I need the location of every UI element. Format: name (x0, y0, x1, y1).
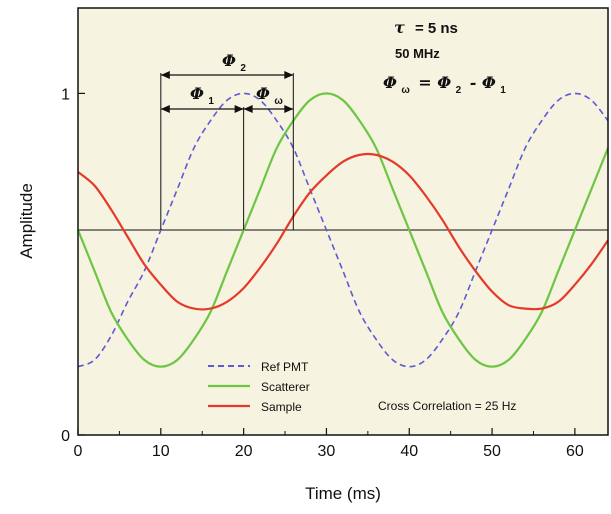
series-line-ref-pmt (77, 92, 609, 368)
phase-eq-lhs: Φ (383, 73, 397, 92)
legend-label-ref-pmt: Ref PMT (261, 360, 309, 374)
series-layer (76, 92, 610, 368)
legend: Ref PMT Scatterer Sample (208, 360, 310, 414)
phi2-symbol: Φ (222, 51, 236, 70)
x-axis-title: Time (ms) (305, 484, 381, 503)
phi1-symbol: Φ (190, 84, 204, 103)
tau-symbol: τ (394, 18, 405, 37)
series-line-sample (77, 152, 609, 311)
tau-value: = 5 ns (415, 20, 458, 37)
phiw-label: Φ ω (256, 84, 283, 107)
plot-background (78, 8, 608, 435)
plot-frame (77, 7, 609, 436)
axis-layer: 0 10 20 30 40 50 60 0 1 (61, 86, 584, 460)
legend-label-scatterer: Scatterer (261, 380, 310, 394)
phase-eq-mid: = Φ (418, 73, 451, 92)
phase-eq-mid-sub: 2 (456, 85, 462, 96)
x-tick-label-40: 40 (400, 443, 418, 460)
phase-eq-minus: - Φ (470, 73, 496, 92)
x-tick-label-30: 30 (318, 443, 336, 460)
x-tick-label-50: 50 (483, 443, 501, 460)
phi1-label: Φ 1 (190, 84, 214, 107)
x-tick-label-10: 10 (152, 443, 170, 460)
phi2-arrow-head-left (160, 71, 170, 79)
phiw-arrow-head-right (284, 105, 294, 113)
phase-eq-lhs-sub: ω (401, 85, 410, 96)
phase-equation: Φ ω = Φ 2 - Φ 1 (383, 73, 506, 97)
phi2-label: Φ 2 (222, 51, 246, 74)
frequency-annotation: 50 MHz (395, 46, 440, 61)
series-line-scatterer (76, 92, 610, 368)
phi1-arrow-head-left (160, 105, 170, 113)
phiw-sub: ω (274, 96, 283, 107)
y-tick-label-1: 1 (61, 86, 70, 103)
annotation-layer (160, 71, 294, 231)
phase-eq-minus-sub: 1 (500, 85, 506, 96)
legend-label-sample: Sample (261, 400, 302, 414)
phi2-sub: 2 (240, 63, 246, 74)
cross-correlation-label: Cross Correlation = 25 Hz (378, 399, 516, 413)
phiw-symbol: Φ (256, 84, 270, 103)
phi2-arrow-head-right (284, 71, 294, 79)
phi1-arrow-head-right (234, 105, 244, 113)
tau-annotation: τ = 5 ns (394, 18, 458, 37)
y-axis-title: Amplitude (17, 183, 36, 259)
x-tick-label-60: 60 (566, 443, 584, 460)
x-tick-label-20: 20 (235, 443, 253, 460)
y-tick-label-0: 0 (61, 428, 70, 445)
phi1-sub: 1 (208, 96, 214, 107)
x-tick-label-0: 0 (74, 443, 83, 460)
phiw-arrow-head-left (243, 105, 253, 113)
